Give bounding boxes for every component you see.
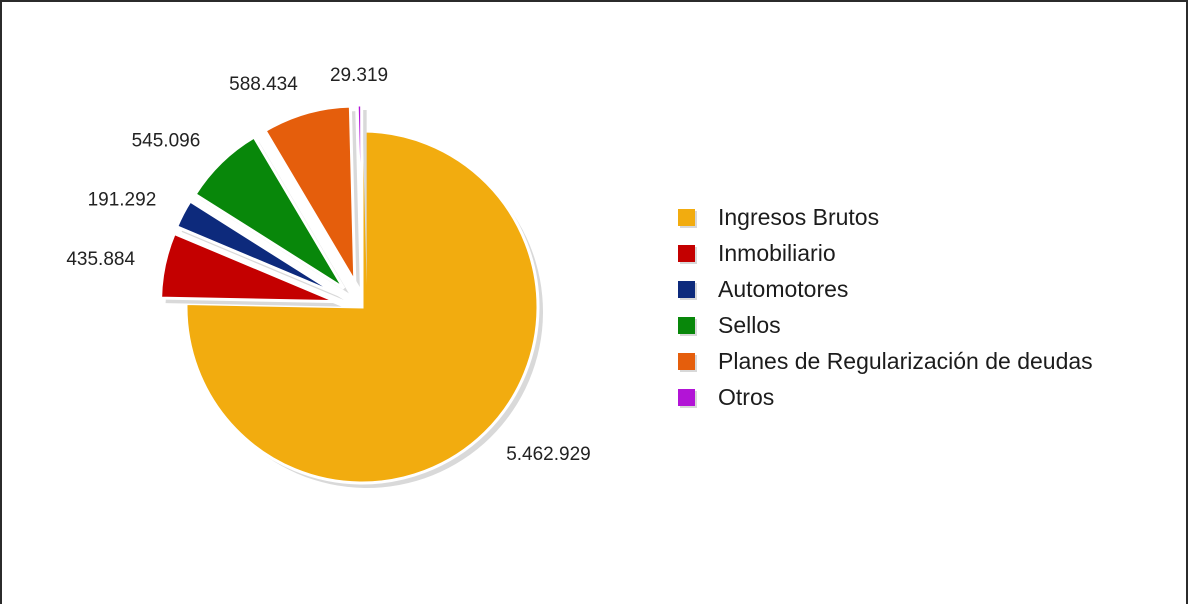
- legend-swatch-inmobiliario: [678, 244, 695, 262]
- data-label-planes-de-regularizacion-de-deudas: 588.434: [229, 74, 298, 95]
- pie-slice-ingresos-brutos: [184, 129, 540, 485]
- legend-label-ingresos-brutos: Ingresos Brutos: [718, 203, 880, 230]
- legend-item-sellos: Sellos: [678, 307, 1093, 343]
- legend-swatch-otros: [678, 388, 695, 406]
- legend-item-automotores: Automotores: [678, 271, 1093, 307]
- pie-data-labels: 5.462.929 435.884 191.292 545.096 588.434 29.…: [66, 65, 590, 465]
- pie-slice-shadow-otros: [362, 110, 367, 287]
- legend-label-inmobiliario: Inmobiliario: [718, 239, 836, 266]
- legend-item-planes-de-regularizacion-de-deudas: Planes de Regularización de deudas: [678, 343, 1093, 379]
- legend-swatch-sellos: [678, 316, 695, 334]
- data-label-inmobiliario: 435.884: [66, 249, 135, 270]
- legend-label-planes-de-regularizacion-de-deudas: Planes de Regularización de deudas: [718, 347, 1093, 374]
- legend-swatch-ingresos-brutos: [678, 208, 695, 226]
- legend-label-sellos: Sellos: [718, 311, 781, 338]
- legend-label-automotores: Automotores: [718, 275, 849, 302]
- data-label-automotores: 191.292: [88, 190, 157, 211]
- pie-slice-sellos: [193, 134, 346, 290]
- pie-slice-automotores: [174, 198, 340, 297]
- pie-slices: [159, 103, 543, 488]
- legend-item-otros: Otros: [678, 379, 1093, 415]
- legend-swatch-planes-de-regularizacion-de-deudas: [678, 352, 695, 370]
- pie-slice-planes-de-regularizacion-de-deudas: [262, 104, 357, 288]
- legend-label-otros: Otros: [718, 383, 775, 410]
- data-label-sellos: 545.096: [132, 131, 201, 152]
- data-label-ingresos-brutos: 5.462.929: [506, 444, 591, 465]
- legend-item-ingresos-brutos: Ingresos Brutos: [678, 199, 1093, 235]
- data-label-otros: 29.319: [330, 65, 388, 86]
- legend: Ingresos Brutos Inmobiliario Automotores Se…: [678, 199, 1093, 415]
- legend-item-inmobiliario: Inmobiliario: [678, 235, 1093, 271]
- pie-slice-otros: [355, 103, 364, 282]
- legend-swatch-automotores: [678, 280, 695, 298]
- pie-slice-inmobiliario: [159, 231, 338, 304]
